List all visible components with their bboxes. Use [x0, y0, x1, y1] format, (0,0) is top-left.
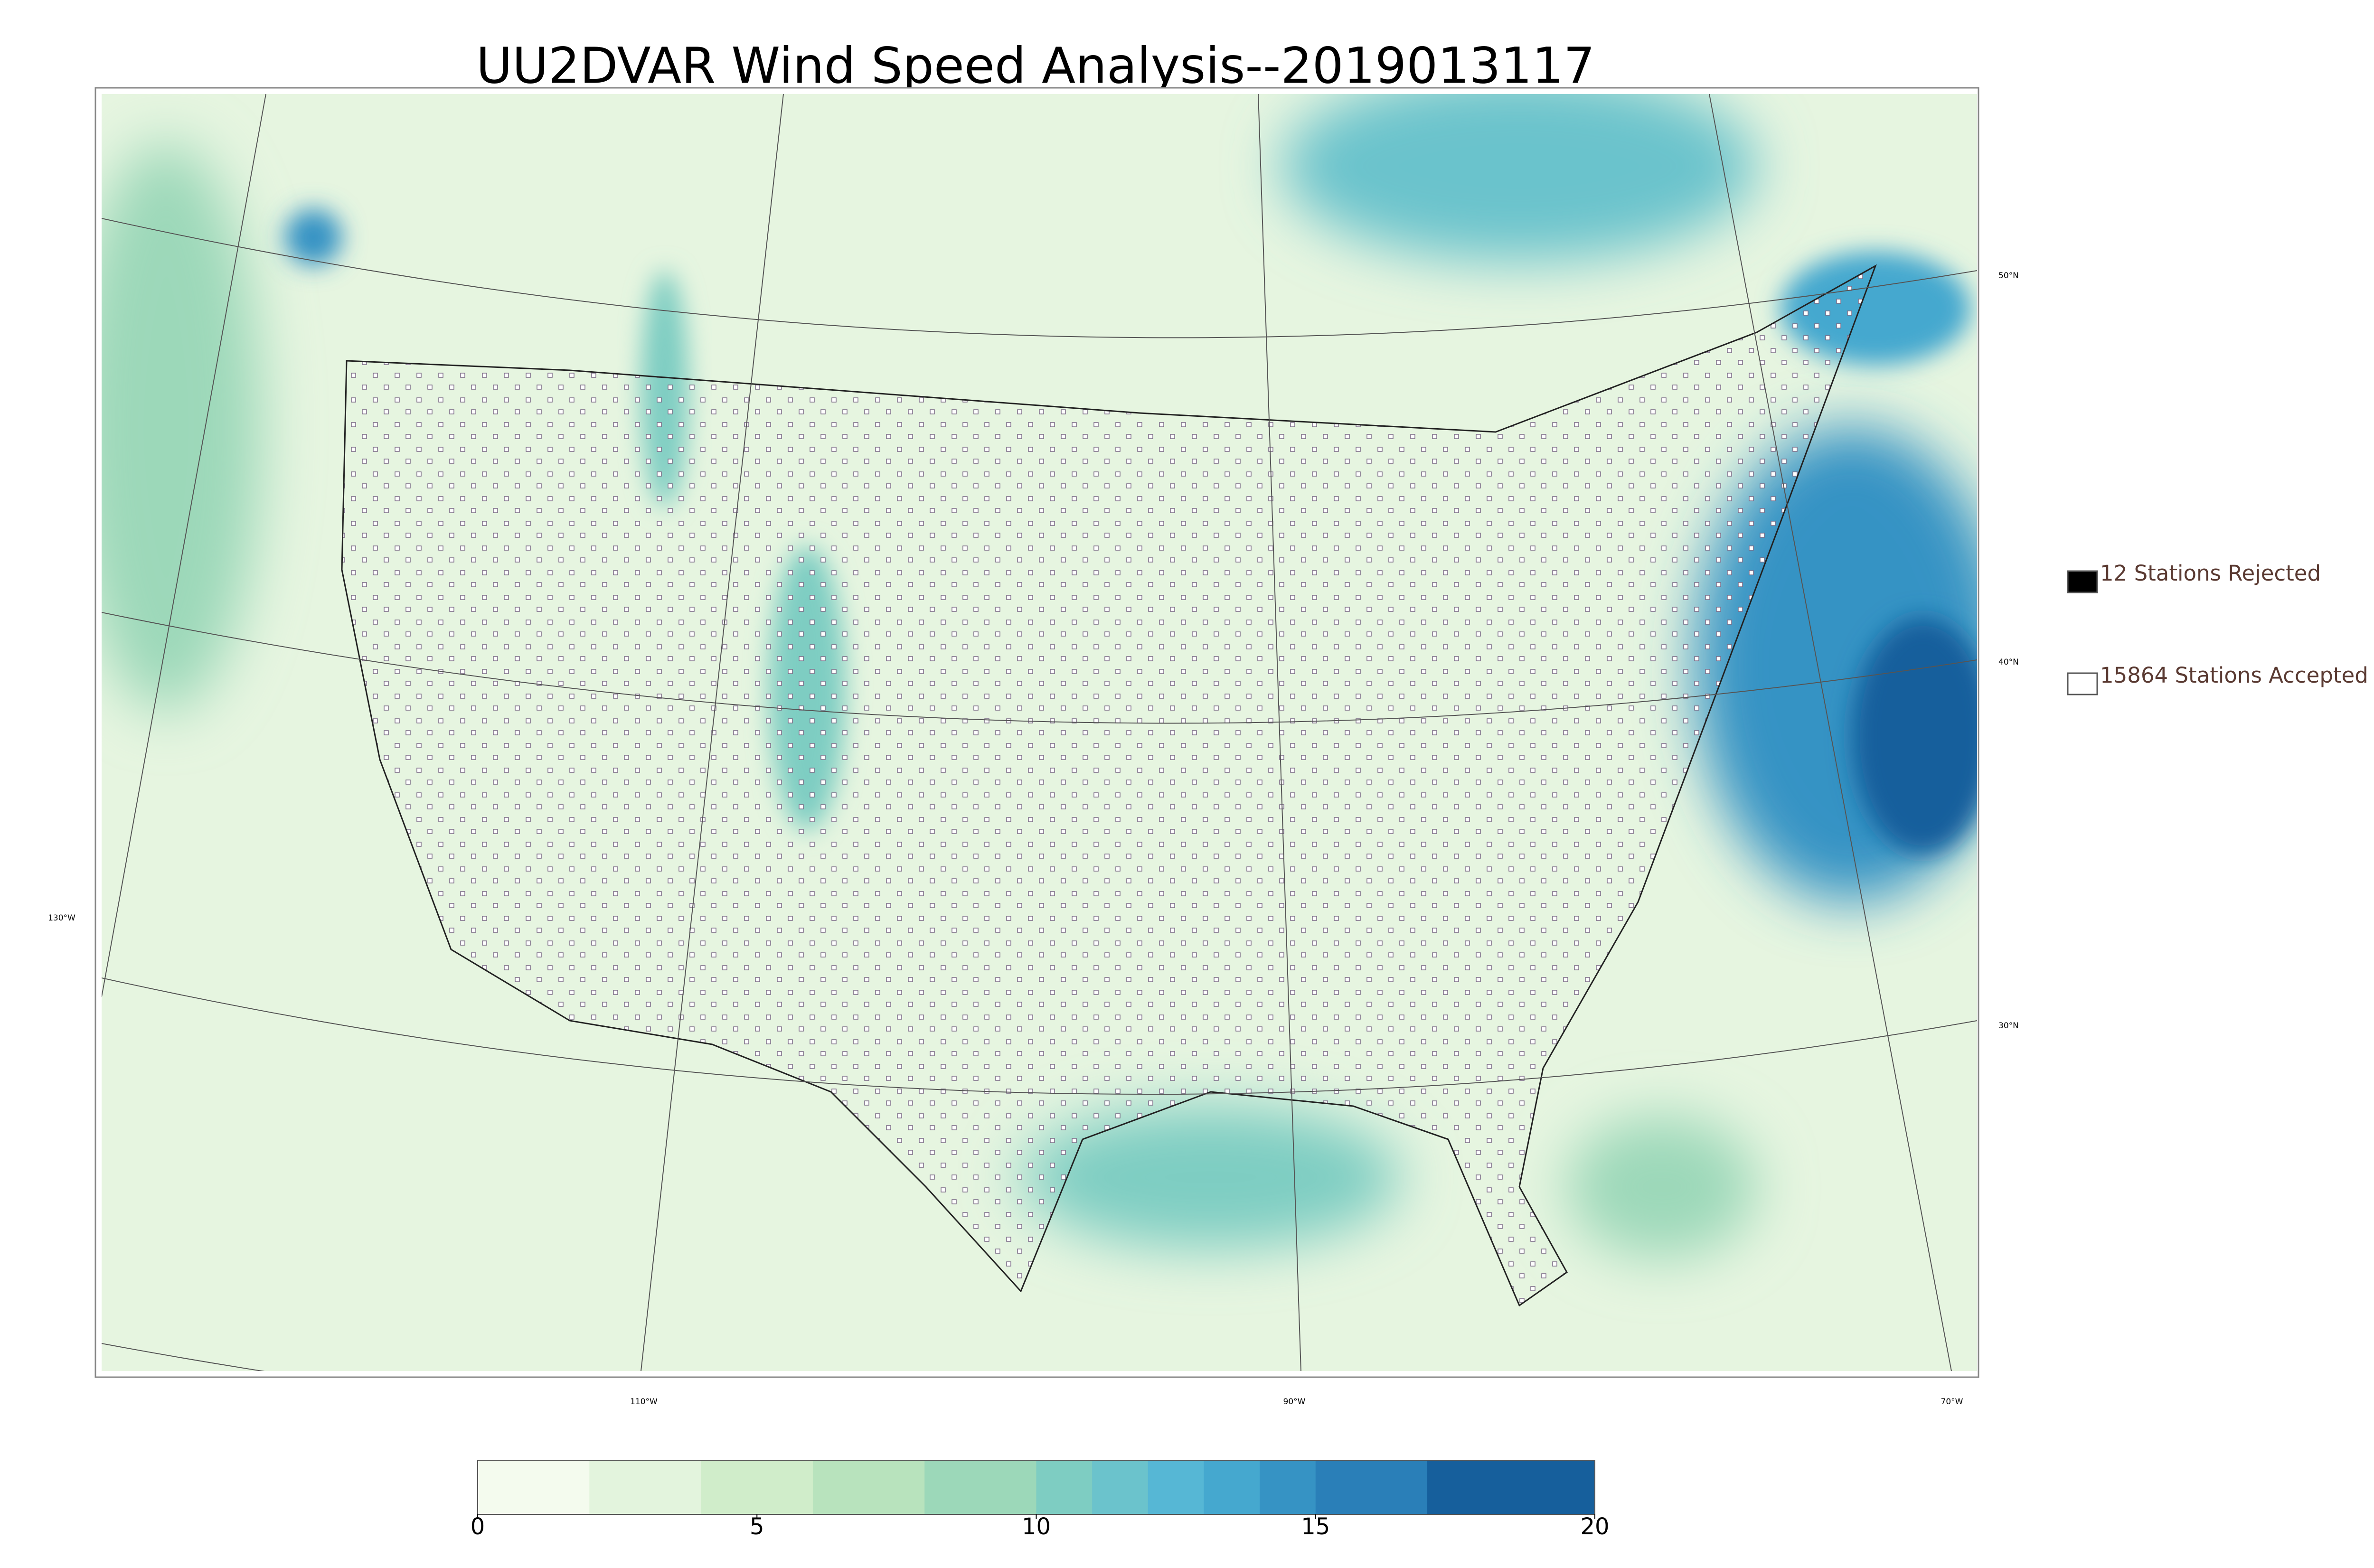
colorbar-tick-label: 15 — [1301, 1513, 1330, 1540]
title: UU2DVAR Wind Speed Analysis--2019013117 — [476, 37, 1595, 94]
colorbar-segment — [1204, 1460, 1260, 1514]
colorbar-segment — [1315, 1460, 1428, 1514]
lon-label: 90°W — [1283, 1397, 1306, 1407]
map — [94, 87, 1979, 1378]
legend-marker — [2067, 570, 2098, 593]
colorbar-segment — [589, 1460, 702, 1514]
graticule-lines — [102, 94, 1977, 1371]
colorbar-segment — [1148, 1460, 1204, 1514]
colorbar-segment — [1427, 1460, 1595, 1514]
legend-marker — [2067, 672, 2098, 695]
colorbar-segment — [478, 1460, 590, 1514]
colorbar-segment — [1260, 1460, 1316, 1514]
colorbar-segment — [1092, 1460, 1149, 1514]
colorbar-tick-label: 10 — [1022, 1513, 1051, 1540]
legend-label: 15864 Stations Accepted — [2100, 663, 2368, 688]
colorbar-tick-label: 20 — [1580, 1513, 1609, 1540]
lat-label: 30°N — [1998, 1021, 2019, 1031]
colorbar-segment — [812, 1460, 925, 1514]
legend-label: 12 Stations Rejected — [2100, 561, 2321, 586]
map-field — [102, 94, 1977, 1371]
colorbar-tick-label: 0 — [471, 1513, 485, 1540]
coastline — [341, 264, 1877, 1307]
lon-label: 130°W — [48, 913, 75, 923]
colorbar-tick-label: 5 — [750, 1513, 764, 1540]
lat-label: 50°N — [1998, 271, 2019, 281]
colorbar-segment — [924, 1460, 1036, 1514]
colorbar-segment — [1036, 1460, 1093, 1514]
lon-label: 110°W — [630, 1397, 658, 1407]
lon-label: 70°W — [1941, 1397, 1963, 1407]
lat-label: 40°N — [1998, 657, 2019, 667]
colorbar-segment — [701, 1460, 813, 1514]
